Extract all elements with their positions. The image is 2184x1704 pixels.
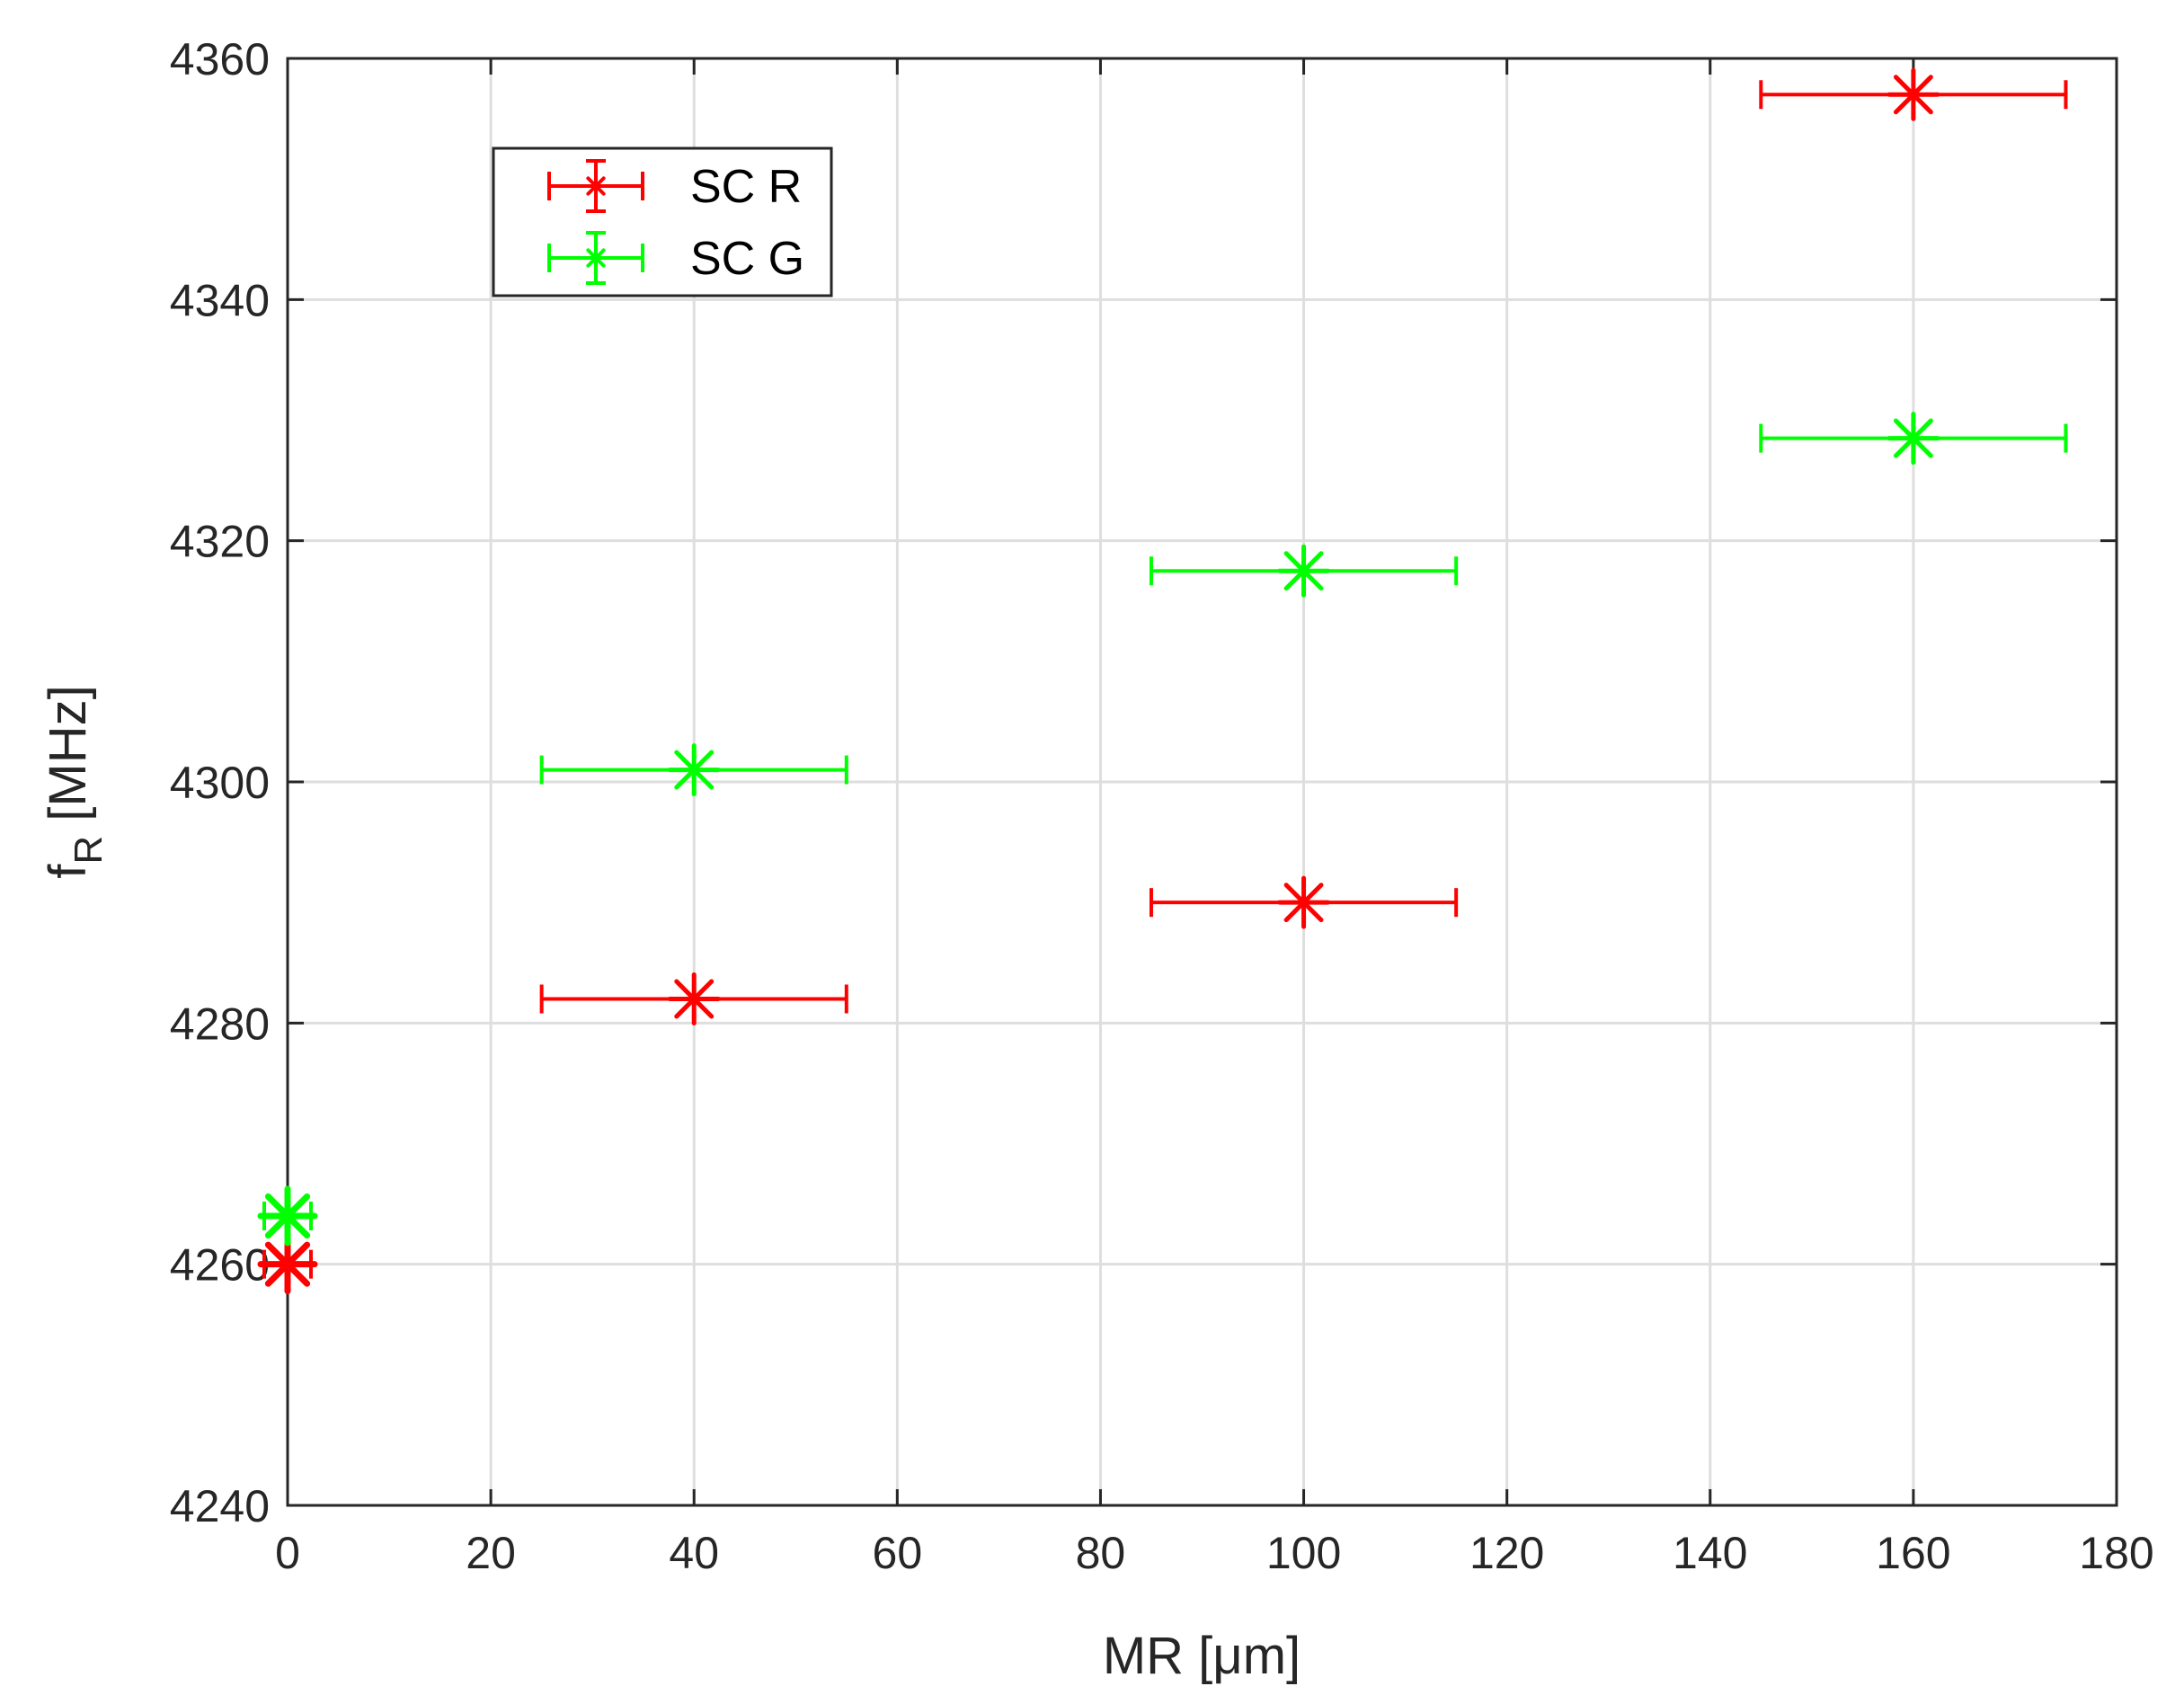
marker-stroke bbox=[1893, 418, 1933, 458]
marker-stroke bbox=[586, 248, 606, 268]
y-axis-label-subscript: R bbox=[67, 836, 111, 865]
y-axis-label-main: f bbox=[39, 864, 97, 879]
x-tick-label: 40 bbox=[669, 1528, 719, 1578]
legend-item: SC G bbox=[547, 231, 804, 285]
y-tick-label: 4260 bbox=[170, 1240, 270, 1291]
legend-label: SC R bbox=[690, 161, 802, 213]
y-axis-label: fR [MHz] bbox=[39, 685, 111, 878]
series-sc-r bbox=[257, 67, 2068, 1295]
legend-marker bbox=[583, 173, 608, 199]
legend-items: SC R SC G bbox=[547, 159, 804, 285]
marker-stroke bbox=[586, 176, 606, 196]
data-point bbox=[1277, 875, 1331, 929]
data-point bbox=[1277, 544, 1331, 598]
y-axis-ticks: 4240 4260 4280 4300 4320 4340 4360 bbox=[170, 34, 2117, 1531]
series-layer bbox=[257, 67, 2068, 1295]
data-point bbox=[1887, 412, 1940, 466]
y-tick-label: 4240 bbox=[170, 1481, 270, 1531]
x-tick-label: 160 bbox=[1876, 1528, 1950, 1578]
x-tick-label: 0 bbox=[275, 1528, 300, 1578]
marker-stroke bbox=[674, 750, 715, 790]
x-tick-label: 20 bbox=[466, 1528, 516, 1578]
marker-stroke bbox=[1893, 75, 1933, 115]
legend-item: SC R bbox=[547, 159, 802, 213]
x-axis-label: MR [μm] bbox=[1103, 1627, 1301, 1685]
data-point bbox=[257, 1234, 318, 1295]
x-tick-label: 180 bbox=[2079, 1528, 2153, 1578]
data-point bbox=[257, 1185, 318, 1247]
marker-stroke bbox=[1283, 551, 1324, 591]
marker-stroke bbox=[674, 979, 715, 1019]
y-tick-label: 4340 bbox=[170, 275, 270, 325]
y-tick-label: 4320 bbox=[170, 517, 270, 567]
legend-marker bbox=[583, 245, 608, 271]
y-axis-label-unit: [MHz] bbox=[39, 685, 97, 836]
y-tick-label: 4300 bbox=[170, 758, 270, 808]
data-point bbox=[1887, 67, 1940, 121]
x-tick-label: 80 bbox=[1076, 1528, 1126, 1578]
y-tick-label: 4360 bbox=[170, 34, 270, 84]
x-tick-label: 60 bbox=[873, 1528, 923, 1578]
grid bbox=[288, 58, 2117, 1505]
series-sc-g bbox=[257, 412, 2068, 1247]
legend-label: SC G bbox=[690, 233, 804, 285]
data-point bbox=[667, 972, 721, 1025]
marker-stroke bbox=[264, 1193, 311, 1239]
x-tick-label: 120 bbox=[1469, 1528, 1544, 1578]
x-axis-ticks: 0 20 40 60 80 100 120 140 160 180 bbox=[275, 58, 2154, 1578]
marker-stroke bbox=[1283, 883, 1324, 923]
legend: SC R SC G bbox=[492, 146, 833, 297]
marker-stroke bbox=[264, 1241, 311, 1287]
data-point bbox=[667, 743, 721, 797]
y-tick-label: 4280 bbox=[170, 998, 270, 1049]
x-tick-label: 140 bbox=[1673, 1528, 1747, 1578]
x-tick-label: 100 bbox=[1266, 1528, 1341, 1578]
